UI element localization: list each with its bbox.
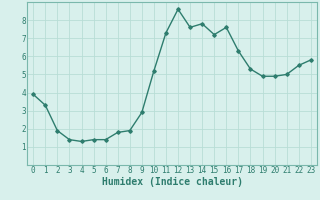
X-axis label: Humidex (Indice chaleur): Humidex (Indice chaleur)	[101, 177, 243, 187]
